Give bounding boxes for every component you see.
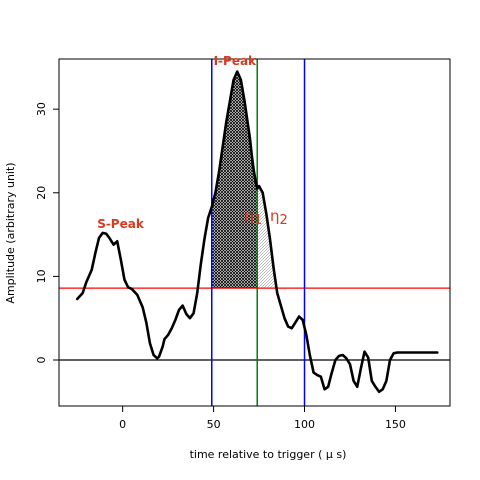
y-tick-label: 30 [35, 102, 48, 116]
y-tick-label: 10 [35, 269, 48, 283]
shaded-areas [211, 71, 305, 289]
x-tick-label: 0 [119, 418, 126, 431]
annotations: S-Peak I-Peak η1 η2 [97, 54, 288, 231]
y-axis: 0 10 20 30 [35, 102, 59, 364]
shaded-area-2 [257, 186, 305, 289]
x-tick-label: 150 [385, 418, 406, 431]
series-layer [75, 70, 439, 394]
x-axis-title: time relative to trigger ( µ s) [190, 448, 347, 461]
shaded-area-1 [211, 71, 258, 289]
x-tick-label: 100 [294, 418, 315, 431]
eta-label: η1 [244, 207, 262, 228]
series-line-1 [75, 70, 439, 394]
y-tick-label: 20 [35, 186, 48, 200]
peak-label: I-Peak [214, 54, 257, 68]
peak-label: S-Peak [97, 217, 145, 231]
y-axis-title: Amplitude (arbitrary unit) [4, 162, 17, 303]
reference-lines [59, 59, 450, 406]
x-tick-label: 50 [207, 418, 221, 431]
eta-label: η2 [270, 207, 288, 228]
plot-frame [58, 58, 451, 407]
x-axis: 0 50 100 150 [119, 406, 406, 431]
y-tick-label: 0 [35, 357, 48, 364]
